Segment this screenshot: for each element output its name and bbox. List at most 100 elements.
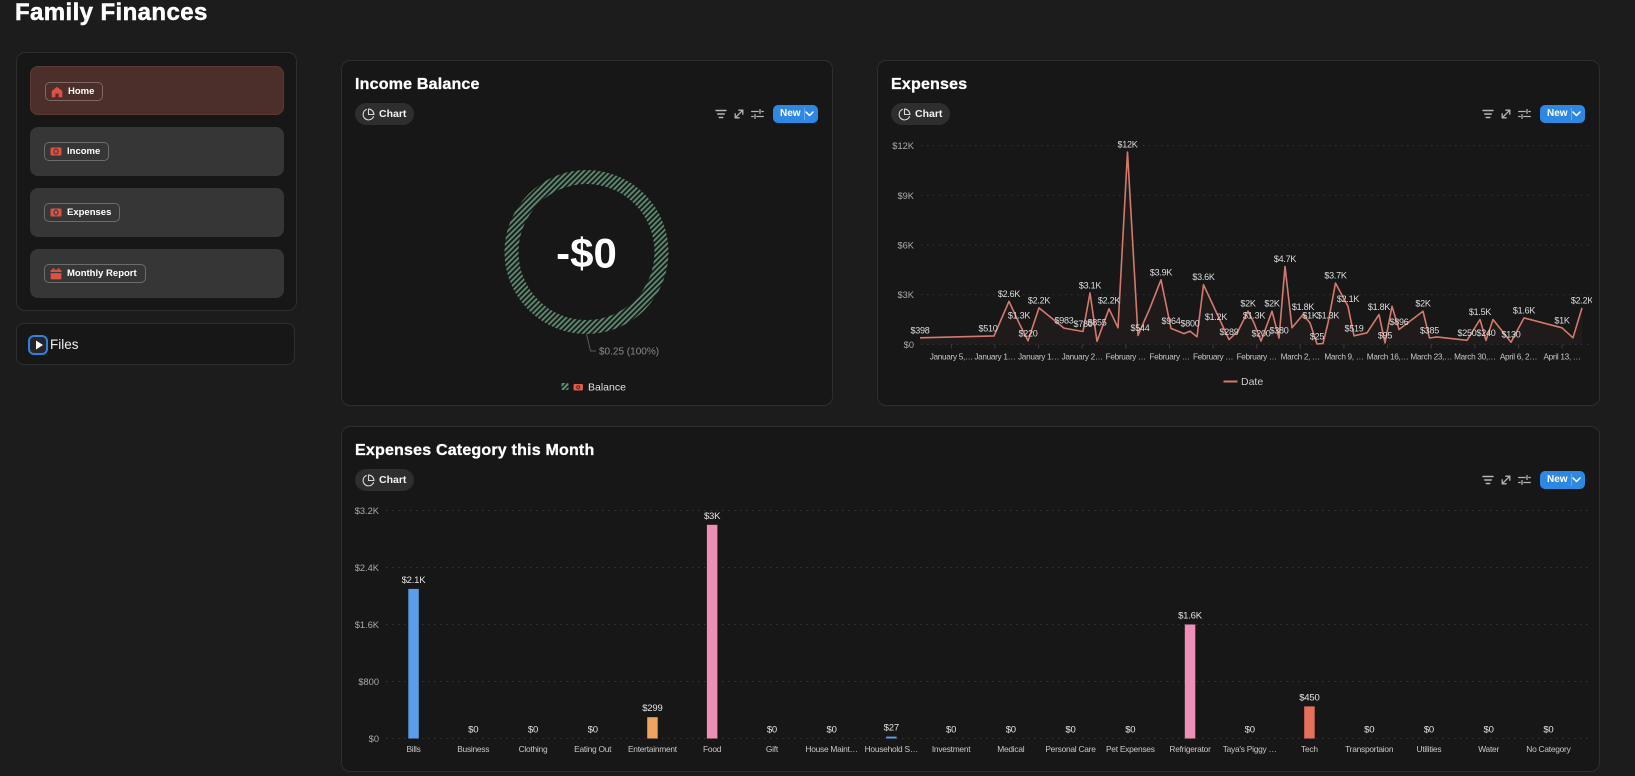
svg-text:$855: $855 [1087, 318, 1106, 328]
svg-text:$12K: $12K [1117, 140, 1137, 150]
svg-text:$3.2K: $3.2K [355, 506, 380, 516]
svg-text:$780: $780 [1073, 319, 1092, 329]
svg-text:$1.6K: $1.6K [355, 620, 380, 630]
svg-text:$800: $800 [1180, 319, 1199, 329]
svg-text:-$0: -$0 [556, 230, 617, 277]
svg-text:$1.8K: $1.8K [1292, 302, 1315, 312]
svg-text:$0: $0 [1065, 725, 1075, 736]
svg-text:$1K: $1K [1554, 315, 1570, 325]
svg-text:March 9, …: March 9, … [1324, 352, 1363, 361]
svg-text:$896: $896 [1389, 317, 1408, 327]
svg-text:$1.8K: $1.8K [1368, 302, 1391, 312]
svg-text:$3.7K: $3.7K [1324, 271, 1347, 281]
svg-text:$2K: $2K [1415, 299, 1431, 309]
svg-text:March 16,…: March 16,… [1367, 352, 1409, 361]
svg-text:Pet Expenses: Pet Expenses [1106, 744, 1155, 754]
svg-text:$200: $200 [1251, 329, 1270, 339]
svg-text:Bills: Bills [406, 744, 420, 754]
svg-text:February …: February … [1193, 352, 1233, 361]
svg-text:$1.6K: $1.6K [1513, 305, 1536, 315]
svg-text:Balance: Balance [588, 382, 626, 394]
svg-text:Taya's Piggy …: Taya's Piggy … [1223, 744, 1277, 754]
svg-text:$1.5K: $1.5K [1469, 307, 1492, 317]
svg-text:$3K: $3K [897, 290, 914, 300]
svg-text:$0: $0 [946, 725, 956, 736]
svg-text:$4.7K: $4.7K [1274, 254, 1297, 264]
svg-text:$450: $450 [1299, 692, 1319, 703]
svg-text:$519: $519 [1344, 323, 1363, 333]
svg-text:$983: $983 [1054, 316, 1073, 326]
svg-text:$964: $964 [1161, 316, 1180, 326]
svg-text:$0: $0 [1424, 725, 1434, 736]
svg-text:$130: $130 [1501, 330, 1520, 340]
svg-text:$9K: $9K [897, 191, 914, 201]
svg-text:March 2, …: March 2, … [1281, 352, 1320, 361]
svg-text:January 2…: January 2… [1062, 352, 1103, 361]
svg-text:$0: $0 [1364, 725, 1374, 736]
svg-text:$0: $0 [528, 725, 538, 736]
svg-text:April 6, 2…: April 6, 2… [1500, 352, 1537, 361]
svg-text:$1.3K: $1.3K [1008, 310, 1031, 320]
svg-text:January 5,…: January 5,… [930, 352, 973, 361]
svg-text:Tech: Tech [1301, 744, 1318, 754]
svg-text:March 30,…: March 30,… [1454, 352, 1496, 361]
svg-text:Entertainment: Entertainment [628, 744, 678, 754]
svg-text:Investment: Investment [932, 744, 971, 754]
svg-text:$2.4K: $2.4K [355, 563, 380, 573]
svg-text:Transportaion: Transportaion [1345, 744, 1394, 754]
svg-text:Household S…: Household S… [865, 744, 918, 754]
svg-text:$3.9K: $3.9K [1150, 267, 1173, 277]
svg-text:$0: $0 [1245, 725, 1255, 736]
svg-text:Gift: Gift [766, 744, 779, 754]
svg-text:March 23,…: March 23,… [1410, 352, 1452, 361]
svg-text:$250: $250 [1457, 328, 1476, 338]
svg-text:Medical: Medical [997, 744, 1024, 754]
svg-text:$510: $510 [978, 323, 997, 333]
svg-text:$0: $0 [468, 725, 478, 736]
svg-text:Food: Food [703, 744, 722, 754]
svg-text:$0: $0 [767, 725, 777, 736]
svg-text:$1.3K: $1.3K [1243, 310, 1266, 320]
svg-text:Water: Water [1478, 744, 1499, 754]
svg-text:$27: $27 [884, 723, 899, 734]
svg-text:$0: $0 [904, 340, 914, 350]
svg-text:$3K: $3K [704, 511, 721, 522]
svg-text:Date: Date [1241, 376, 1263, 388]
svg-text:$1.6K: $1.6K [1178, 611, 1203, 622]
svg-text:$3.6K: $3.6K [1192, 272, 1215, 282]
svg-text:$2.1K: $2.1K [402, 575, 427, 586]
svg-text:Eating Out: Eating Out [574, 744, 612, 754]
svg-text:$0: $0 [1543, 725, 1553, 736]
svg-text:January 1…: January 1… [974, 352, 1015, 361]
svg-text:$0: $0 [1006, 725, 1016, 736]
svg-text:$1.3K: $1.3K [1317, 310, 1340, 320]
svg-text:$2K: $2K [1264, 299, 1280, 309]
svg-text:$299: $299 [642, 703, 662, 714]
svg-text:Refrigerator: Refrigerator [1169, 744, 1211, 754]
svg-text:$6K: $6K [897, 241, 914, 251]
svg-text:$398: $398 [910, 325, 929, 335]
svg-text:$2.6K: $2.6K [998, 289, 1021, 299]
svg-text:$380: $380 [1269, 326, 1288, 336]
svg-text:$0: $0 [1484, 725, 1494, 736]
svg-text:$385: $385 [1420, 326, 1439, 336]
svg-text:$3.1K: $3.1K [1079, 281, 1102, 291]
svg-text:No Category: No Category [1526, 744, 1571, 754]
svg-text:$544: $544 [1130, 323, 1149, 333]
svg-text:$2K: $2K [1240, 299, 1256, 309]
svg-text:Personal Care: Personal Care [1045, 744, 1096, 754]
svg-text:$0: $0 [588, 725, 598, 736]
svg-text:$800: $800 [358, 677, 379, 687]
svg-text:February …: February … [1237, 352, 1277, 361]
svg-text:$240: $240 [1476, 328, 1495, 338]
svg-text:February …: February … [1149, 352, 1189, 361]
svg-text:Clothing: Clothing [519, 744, 548, 754]
svg-text:Utilities: Utilities [1417, 744, 1442, 754]
svg-text:April 13, …: April 13, … [1543, 352, 1580, 361]
svg-text:Business: Business [457, 744, 489, 754]
svg-text:$2.2K: $2.2K [1571, 295, 1592, 305]
svg-text:January 1…: January 1… [1018, 352, 1059, 361]
svg-text:$289: $289 [1219, 327, 1238, 337]
svg-text:February …: February … [1106, 352, 1146, 361]
svg-text:$25: $25 [1310, 332, 1325, 342]
